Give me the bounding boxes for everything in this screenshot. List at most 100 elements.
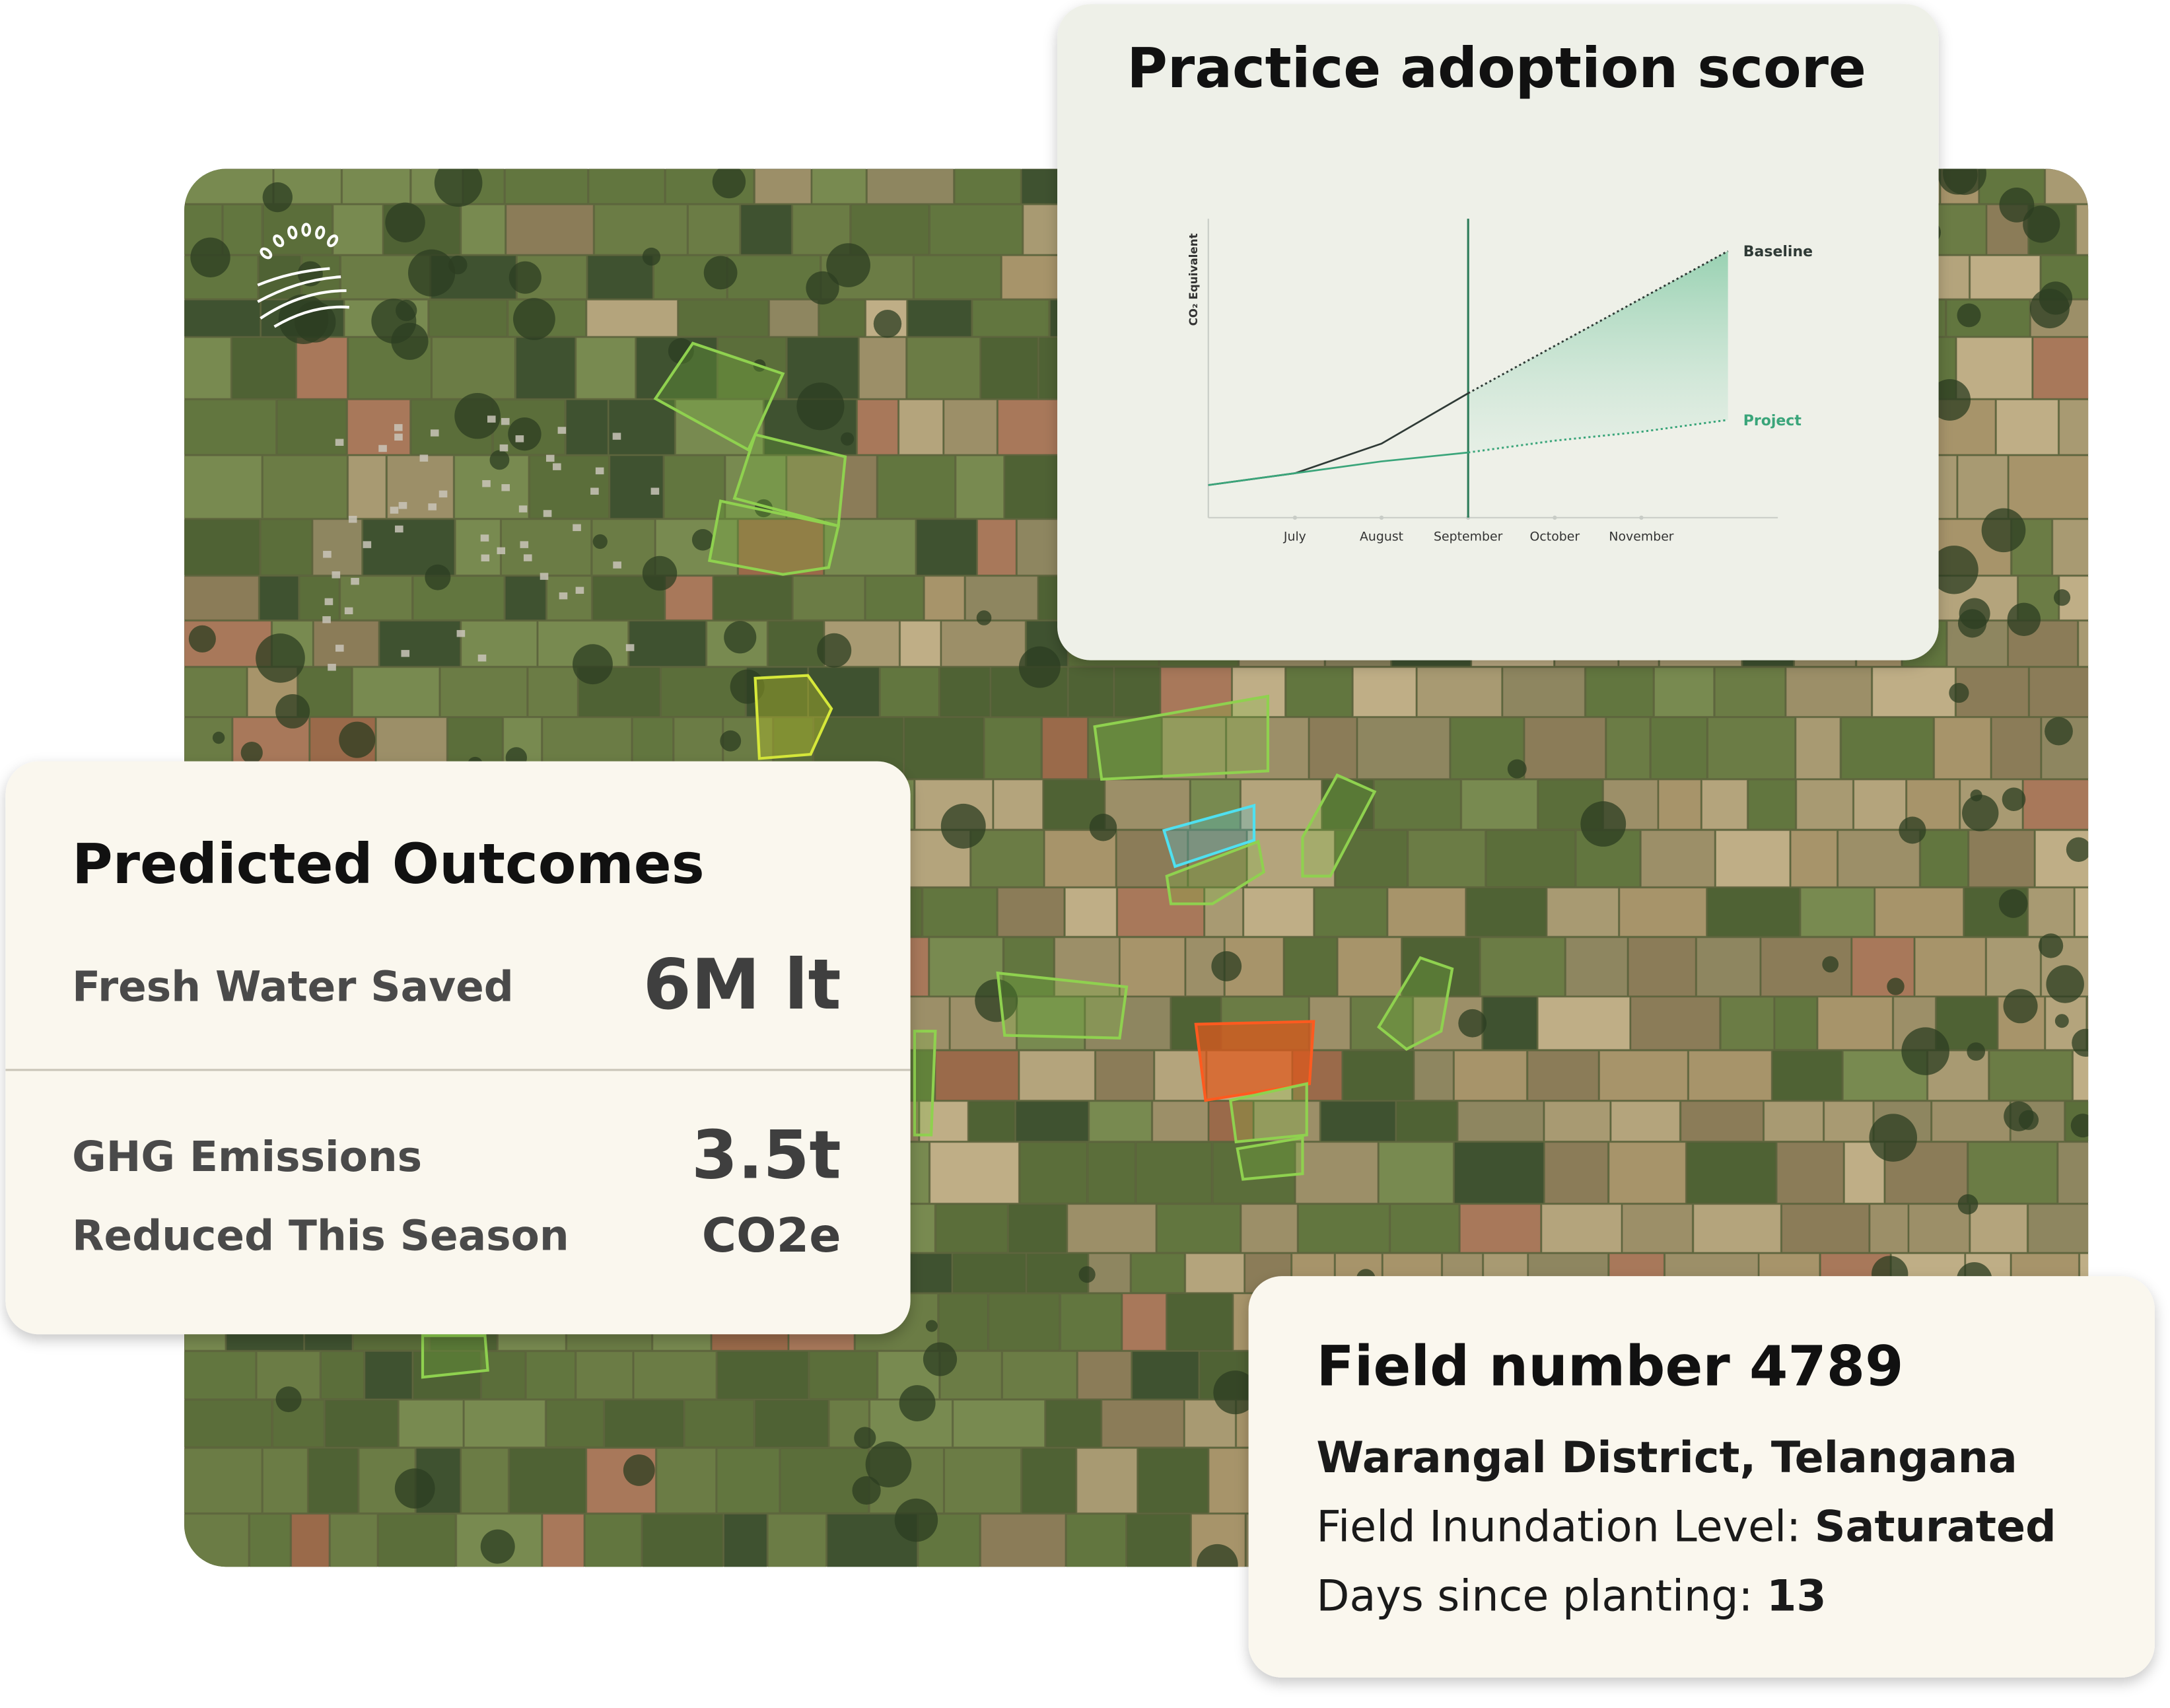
map-field — [1122, 1293, 1167, 1351]
map-field — [1136, 1142, 1212, 1204]
map-field — [980, 337, 1039, 399]
map-field — [809, 1351, 878, 1400]
map-field — [296, 337, 348, 399]
field-outline — [732, 433, 847, 528]
tree-cluster — [1089, 814, 1117, 841]
field-detail: Days since planting: 13 — [1316, 1572, 1826, 1621]
x-tick-label: September — [1434, 530, 1503, 544]
map-field — [545, 1400, 604, 1448]
map-field — [656, 1448, 717, 1514]
building — [335, 645, 344, 652]
map-field — [865, 575, 924, 621]
map-field — [1914, 937, 1986, 997]
map-field — [1284, 937, 1337, 997]
map-field — [1544, 1142, 1609, 1204]
map-field — [968, 1101, 1016, 1142]
tree-cluster — [1949, 682, 1969, 703]
map-field — [2023, 779, 2089, 830]
building — [518, 505, 528, 513]
map-field — [1414, 1050, 1453, 1101]
map-field — [923, 887, 997, 937]
map-field — [1686, 1142, 1776, 1204]
map-field — [1089, 1101, 1152, 1142]
map-field — [717, 337, 787, 399]
map-field — [509, 1448, 586, 1514]
tree-cluster — [720, 730, 742, 752]
x-tick — [1639, 515, 1644, 520]
map-field — [1824, 1101, 1873, 1142]
map-field — [592, 575, 665, 621]
map-field — [1286, 667, 1352, 717]
tree-cluster — [454, 392, 501, 439]
tree-cluster — [668, 338, 694, 364]
tree-cluster — [434, 168, 483, 207]
tree-cluster — [976, 610, 992, 625]
map-field — [1102, 1400, 1184, 1448]
map-field — [993, 779, 1043, 830]
building — [545, 454, 555, 462]
map-field — [1253, 1101, 1320, 1142]
map-field — [1776, 1142, 1844, 1204]
map-field — [924, 575, 965, 621]
map-field — [440, 667, 528, 717]
map-field — [1461, 779, 1538, 830]
building — [523, 554, 532, 561]
x-tick — [1292, 515, 1298, 520]
map-field — [944, 399, 997, 455]
map-field — [587, 255, 653, 299]
building — [553, 463, 561, 470]
map-field — [586, 299, 678, 337]
card-title: Field number 4789 — [1316, 1334, 1903, 1399]
map-field — [980, 1513, 1066, 1567]
map-field — [333, 204, 383, 255]
map-field — [1008, 1203, 1067, 1253]
field-outline — [1162, 803, 1256, 869]
map-field — [1154, 1050, 1207, 1101]
field-outline — [996, 971, 1129, 1040]
map-field — [952, 1253, 1026, 1293]
building — [595, 467, 604, 475]
map-field — [505, 168, 588, 204]
map-field — [713, 575, 792, 621]
map-field — [1117, 887, 1205, 937]
tree-cluster — [2002, 787, 2026, 812]
tree-cluster — [1962, 795, 1999, 832]
map-field — [1565, 937, 1628, 997]
map-field — [1378, 1142, 1454, 1204]
building — [348, 516, 357, 523]
map-field — [1022, 1448, 1076, 1514]
map-field — [249, 1513, 291, 1567]
map-field — [1387, 887, 1466, 937]
building — [613, 561, 621, 569]
map-field — [1800, 887, 1875, 937]
map-field — [2058, 399, 2089, 455]
building — [573, 524, 581, 532]
map-field — [1622, 1203, 1693, 1253]
map-field — [576, 337, 636, 399]
map-field — [1763, 1101, 1824, 1142]
map-field — [1119, 937, 1185, 997]
map-field — [1167, 1293, 1233, 1351]
map-field — [857, 399, 899, 455]
x-tick-label: November — [1609, 530, 1673, 544]
map-field — [260, 519, 312, 576]
map-field — [972, 299, 1049, 337]
field-location: Warangal District, Telangana — [1316, 1433, 2017, 1483]
map-field — [1681, 1101, 1764, 1142]
map-field — [1619, 887, 1707, 937]
map-field — [723, 1513, 767, 1567]
card-background — [1057, 4, 1939, 660]
map-field — [1068, 667, 1114, 717]
map-field — [1041, 717, 1088, 779]
map-field — [944, 1448, 1022, 1514]
map-field — [1067, 1203, 1156, 1253]
metric-label: Fresh Water Saved — [72, 962, 514, 1011]
tree-cluster — [407, 249, 456, 297]
map-field — [1232, 667, 1286, 717]
map-field — [717, 1351, 809, 1400]
tree-cluster — [1930, 546, 1978, 594]
building — [487, 415, 496, 423]
map-field — [769, 299, 819, 337]
map-field — [1537, 997, 1630, 1050]
field-outline — [1165, 839, 1266, 906]
